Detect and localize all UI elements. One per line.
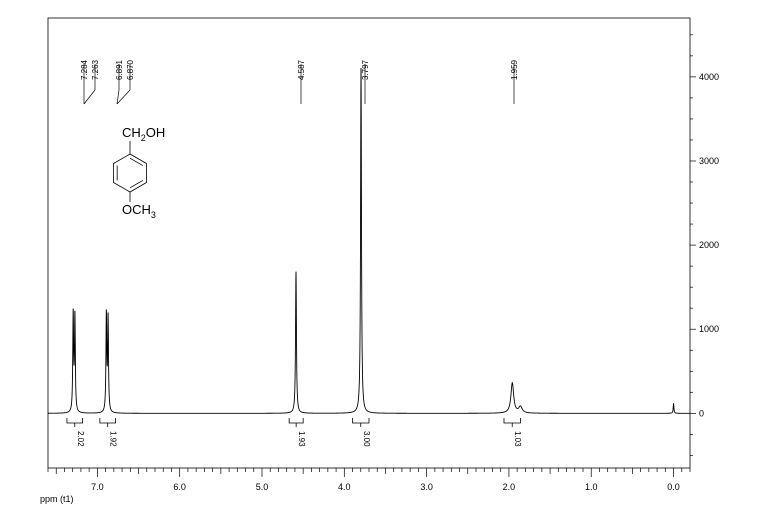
integrals: 2.02 1.92 1.93 3.00 1.03 — [66, 418, 522, 447]
integral-label: 1.03 — [513, 431, 522, 447]
plot-border — [47, 17, 691, 469]
peak-label: 1.959 — [510, 59, 519, 80]
y-axis: 0 1000 2000 3000 4000 — [690, 34, 719, 456]
benzene-ring — [113, 153, 147, 193]
plot-frame — [47, 17, 691, 469]
x-axis-title: ppm (t1) — [40, 494, 74, 504]
peak-label: 7.263 — [91, 59, 100, 80]
x-tick-label: 7.0 — [91, 482, 104, 492]
x-tick-label: 4.0 — [338, 482, 351, 492]
peak-label: 6.891 — [115, 59, 124, 80]
peak-label: 7.284 — [80, 59, 89, 80]
integral-label: 2.02 — [76, 431, 85, 447]
y-tick-label: 4000 — [699, 72, 719, 82]
integral-label: 1.93 — [297, 431, 306, 447]
y-tick-label: 3000 — [699, 156, 719, 166]
x-axis: ppm (t1) 7.0 6.0 5.0 4.0 3.0 2.0 1.0 0.0 — [40, 468, 691, 504]
peak-labels: 7.284 7.263 6.891 6.870 4.587 3.797 1.959 — [80, 59, 519, 105]
x-tick-label: 3.0 — [420, 482, 433, 492]
integral-bracket — [352, 418, 370, 424]
y-tick-label: 2000 — [699, 240, 719, 250]
peak-label-connector — [116, 89, 131, 105]
x-tick-label: 1.0 — [585, 482, 598, 492]
integral-bracket — [66, 418, 83, 424]
chemical-structure: CH2OH OCH3 — [113, 125, 165, 220]
structure-group-top: CH2OH — [122, 125, 165, 143]
y-tick-label: 0 — [699, 408, 704, 418]
y-tick-label: 1000 — [699, 324, 719, 334]
peak-label: 6.870 — [126, 59, 135, 80]
ring-double-bond — [129, 157, 144, 166]
peak-label: 4.587 — [297, 59, 306, 80]
ring-double-bond — [129, 180, 144, 189]
integral-label: 1.92 — [109, 431, 118, 447]
integral-bracket — [288, 418, 304, 424]
peak-label-connector — [83, 89, 96, 105]
peak-label: 3.797 — [361, 59, 370, 80]
x-tick-label: 5.0 — [256, 482, 269, 492]
spectrum-trace — [48, 67, 690, 414]
peak-label-connector — [116, 89, 120, 105]
integral-bracket — [503, 418, 521, 424]
integral-bracket — [99, 418, 116, 424]
structure-group-bottom: OCH3 — [122, 202, 156, 220]
x-tick-label: 2.0 — [503, 482, 516, 492]
x-tick-label: 6.0 — [173, 482, 186, 492]
spectrum-line — [48, 67, 690, 414]
integral-label: 3.00 — [362, 431, 371, 447]
x-tick-label: 0.0 — [667, 482, 680, 492]
